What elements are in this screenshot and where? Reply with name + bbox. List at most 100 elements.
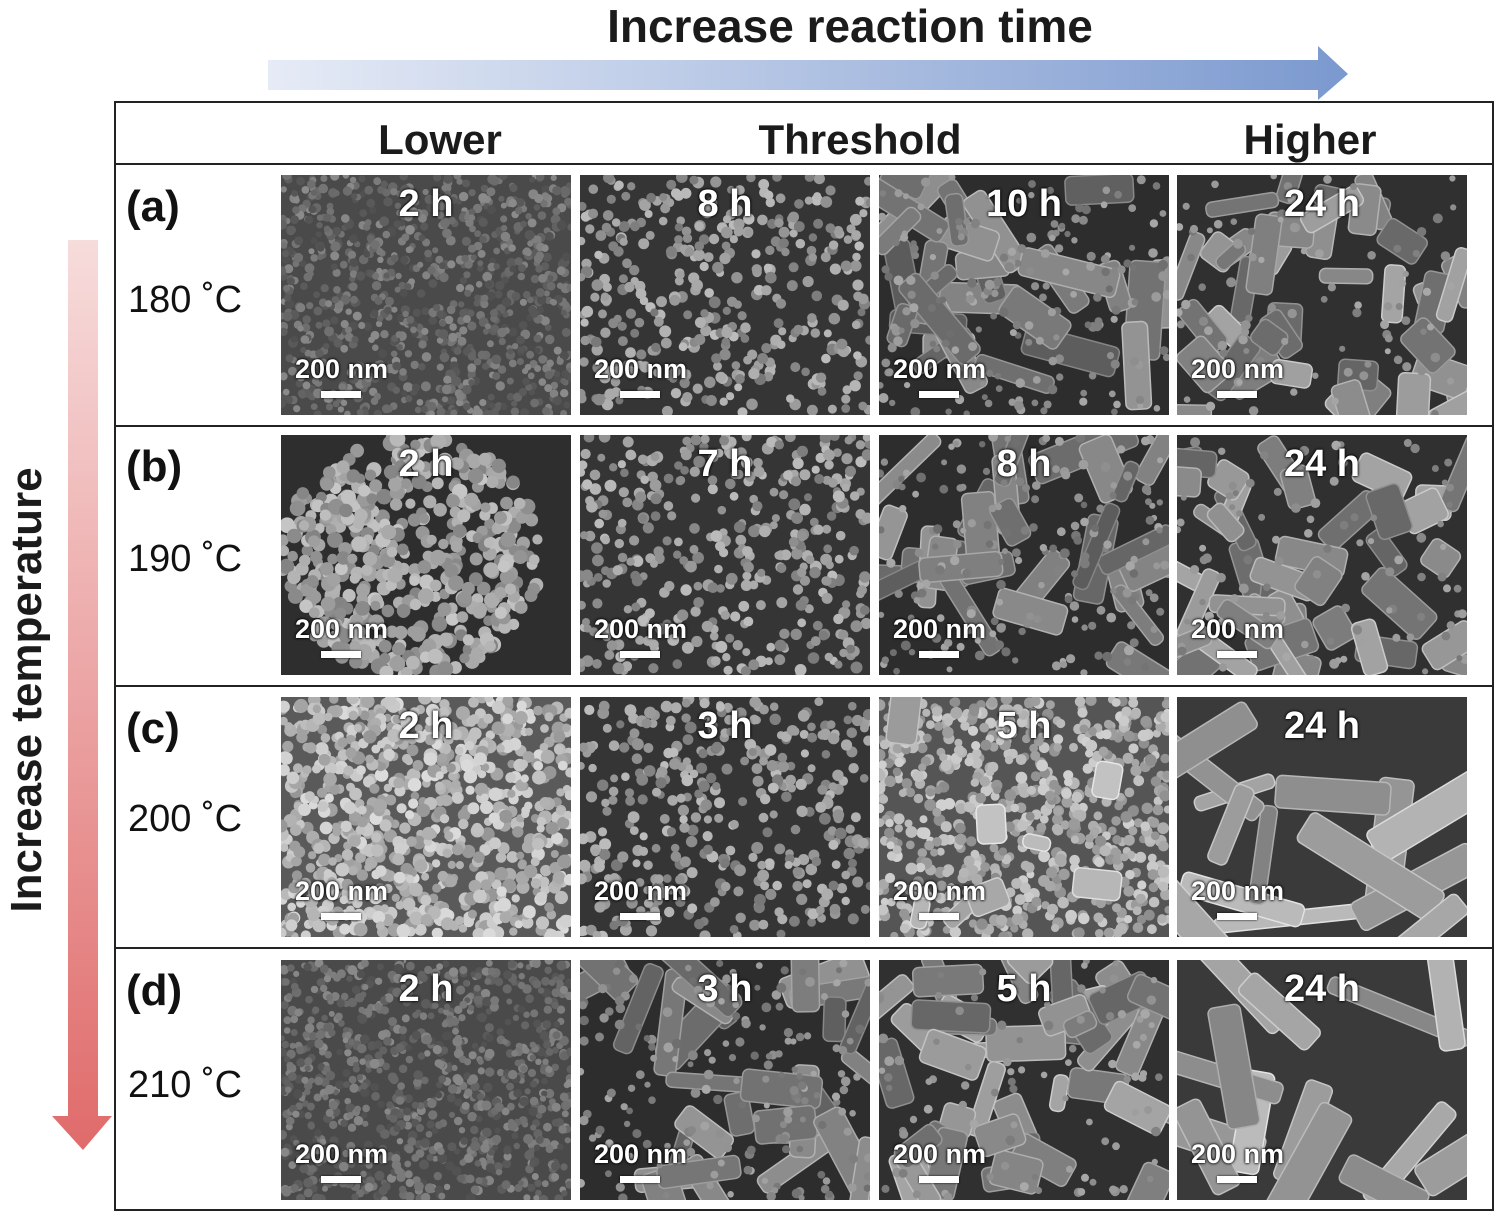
scale-bar (321, 913, 361, 920)
sem-image-panel: 24 h 200 nm (1177, 175, 1467, 415)
sem-image-panel: 2 h 200 nm (281, 697, 571, 937)
sem-micrograph (879, 697, 1169, 937)
row-label-a: (a) (126, 182, 180, 231)
row-label-c: (c) (126, 704, 180, 753)
sem-image-panel: 2 h 200 nm (281, 960, 571, 1200)
sem-image-panel: 10 h 200 nm (879, 175, 1169, 415)
scale-bar (321, 651, 361, 658)
scale-bar (620, 651, 660, 658)
scale-bar (1217, 913, 1257, 920)
scale-bar-label: 200 nm (594, 614, 688, 644)
row-temperature-b: 190 ˚C (128, 538, 243, 580)
reaction-time-label: 2 h (398, 968, 454, 1010)
scale-bar-label: 200 nm (594, 354, 688, 384)
sem-micrograph (580, 435, 870, 675)
header-divider (114, 163, 1494, 165)
scale-bar (321, 391, 361, 398)
sem-micrograph (281, 697, 571, 937)
sem-image-panel: 5 h 200 nm (879, 697, 1169, 937)
scale-bar-label: 200 nm (295, 876, 389, 906)
row-temperature-d: 210 ˚C (128, 1064, 243, 1106)
sem-micrograph (879, 960, 1169, 1200)
temperature-title: Increase temperature (2, 467, 51, 913)
reaction-time-label: 7 h (697, 443, 753, 485)
scale-bar (919, 391, 959, 398)
scale-bar (620, 391, 660, 398)
scale-bar (1217, 651, 1257, 658)
reaction-time-label: 8 h (697, 183, 753, 225)
row-label-d: (d) (126, 966, 183, 1015)
sem-micrograph (1177, 697, 1467, 937)
scale-bar-label: 200 nm (295, 614, 389, 644)
scale-bar-label: 200 nm (893, 614, 987, 644)
scale-bar-label: 200 nm (1191, 1139, 1285, 1169)
scale-bar (919, 1176, 959, 1183)
sem-micrograph (879, 435, 1169, 675)
sem-micrograph (580, 960, 870, 1200)
reaction-time-label: 2 h (398, 183, 454, 225)
sem-image-panel: 24 h 200 nm (1177, 435, 1467, 675)
reaction-time-label: 24 h (1283, 183, 1361, 225)
reaction-time-label: 3 h (697, 705, 753, 747)
row-divider (114, 425, 1494, 427)
row-temperature-a: 180 ˚C (128, 279, 243, 321)
sem-image-panel: 5 h 200 nm (879, 960, 1169, 1200)
sem-image-panel: 8 h 200 nm (879, 435, 1169, 675)
column-heading-higher: Higher (1243, 116, 1377, 163)
sem-image-panel: 2 h 200 nm (281, 435, 571, 675)
sem-image-panel: 8 h 200 nm (580, 175, 870, 415)
scale-bar-label: 200 nm (1191, 354, 1285, 384)
temperature-arrow (52, 240, 112, 1150)
sem-micrograph (281, 960, 571, 1200)
row-divider (114, 685, 1494, 687)
row-label-b: (b) (126, 442, 183, 491)
sem-image-panel: 3 h 200 nm (580, 697, 870, 937)
reaction-time-label: 8 h (996, 443, 1052, 485)
reaction-time-title: Increase reaction time (607, 0, 1093, 52)
sem-image-panel: 3 h 200 nm (580, 960, 870, 1200)
scale-bar-label: 200 nm (1191, 876, 1285, 906)
sem-image-panel: 2 h 200 nm (281, 175, 571, 415)
sem-image-panel: 24 h 200 nm (1177, 960, 1467, 1200)
sem-image-panel: 7 h 200 nm (580, 435, 870, 675)
reaction-time-arrow (268, 46, 1348, 100)
scale-bar-label: 200 nm (893, 354, 987, 384)
scale-bar-label: 200 nm (1191, 614, 1285, 644)
sem-micrograph (281, 435, 571, 675)
sem-micrograph (580, 697, 870, 937)
scale-bar (321, 1176, 361, 1183)
scale-bar-label: 200 nm (893, 1139, 987, 1169)
column-heading-threshold: Threshold (758, 116, 962, 163)
sem-micrograph (1177, 175, 1467, 415)
sem-micrograph (580, 175, 870, 415)
reaction-time-label: 5 h (996, 705, 1052, 747)
reaction-time-label: 3 h (697, 968, 753, 1010)
scale-bar (620, 1176, 660, 1183)
reaction-time-label: 2 h (398, 705, 454, 747)
reaction-time-label: 5 h (996, 968, 1052, 1010)
reaction-time-label: 2 h (398, 443, 454, 485)
scale-bar-label: 200 nm (295, 1139, 389, 1169)
scale-bar (1217, 391, 1257, 398)
reaction-time-label: 24 h (1283, 443, 1361, 485)
reaction-time-label: 24 h (1283, 968, 1361, 1010)
scale-bar-label: 200 nm (295, 354, 389, 384)
scale-bar (1217, 1176, 1257, 1183)
row-temperature-c: 200 ˚C (128, 798, 243, 840)
scale-bar-label: 200 nm (594, 876, 688, 906)
sem-image-panel: 24 h 200 nm (1177, 697, 1467, 937)
scale-bar (919, 651, 959, 658)
sem-micrograph (281, 175, 571, 415)
figure-frame (114, 101, 1494, 1211)
scale-bar-label: 200 nm (594, 1139, 688, 1169)
reaction-time-label: 24 h (1283, 705, 1361, 747)
row-divider (114, 947, 1494, 949)
sem-micrograph (1177, 960, 1467, 1200)
reaction-time-label: 10 h (985, 183, 1063, 225)
scale-bar (620, 913, 660, 920)
sem-micrograph (879, 175, 1169, 415)
sem-micrograph (1177, 435, 1467, 675)
scale-bar (919, 913, 959, 920)
column-heading-lower: Lower (378, 116, 502, 163)
scale-bar-label: 200 nm (893, 876, 987, 906)
